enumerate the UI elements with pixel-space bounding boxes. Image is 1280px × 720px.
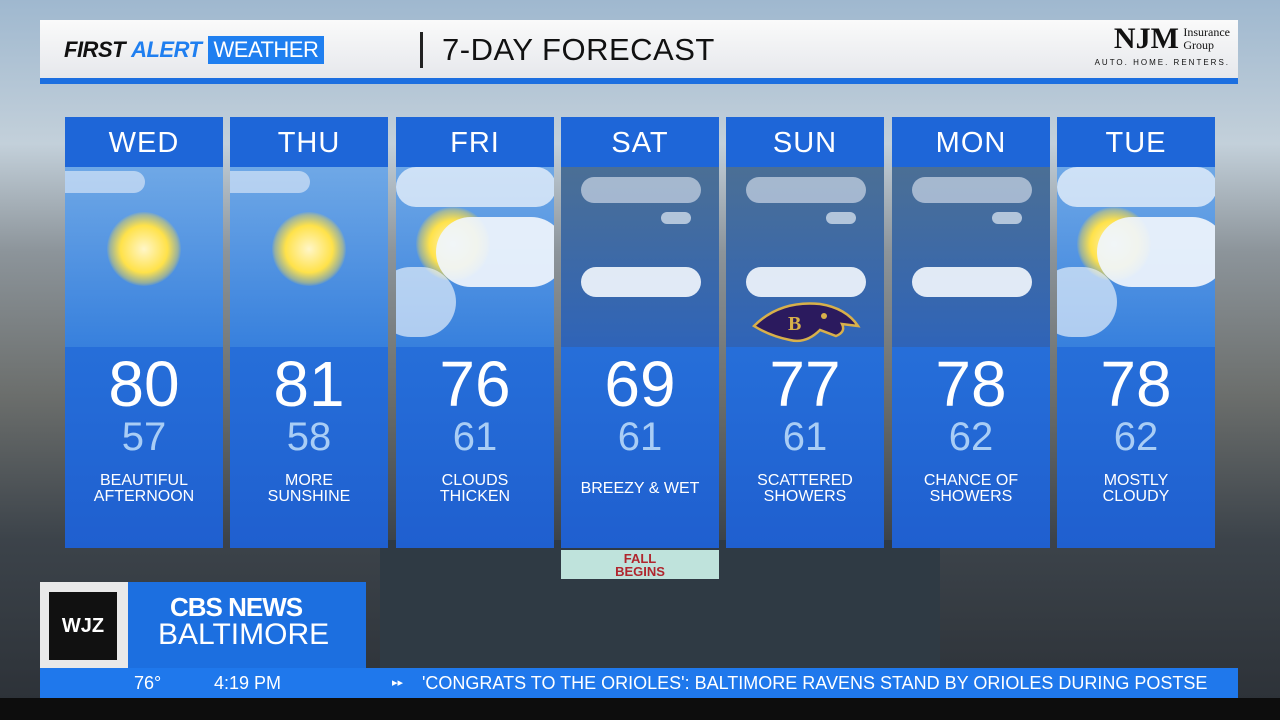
ticker-arrow-icon: ▸▸ xyxy=(392,677,404,689)
station-logo: WJZ CBS NEWS BALTIMORE xyxy=(40,582,366,668)
divider xyxy=(420,32,423,68)
description-text: CLOUDS THICKEN xyxy=(439,472,511,505)
fall-badge-line1: FALL xyxy=(623,551,657,566)
high-temp: 81 xyxy=(273,348,345,420)
partly-cloudy-icon xyxy=(396,167,554,347)
description-text: MOSTLY CLOUDY xyxy=(1102,472,1170,505)
sponsor-tagline: AUTO. HOME. RENTERS. xyxy=(1094,58,1230,67)
description-text: CHANCE OF SHOWERS xyxy=(923,472,1019,505)
cbs-news-text: CBS NEWS xyxy=(170,592,303,622)
sponsor-logo: NJM Insurance Group AUTO. HOME. RENTERS. xyxy=(1095,22,1230,67)
bottom-bar xyxy=(0,698,1280,720)
description-text: BREEZY & WET xyxy=(580,480,700,497)
day-label: WED xyxy=(65,117,223,167)
ticker-temperature: 76° xyxy=(134,673,162,693)
high-temp: 80 xyxy=(108,348,180,420)
ravens-logo: B xyxy=(752,302,861,343)
forecast-description: MORE SUNSHINE xyxy=(230,472,388,506)
brand-alert: ALERT xyxy=(131,37,202,62)
first-alert-weather-logo: FIRST ALERT WEATHER xyxy=(64,36,325,64)
rain-icon xyxy=(892,167,1050,347)
day-label: FRI xyxy=(396,117,554,167)
low-temp: 61 xyxy=(782,415,828,459)
brand-weather: WEATHER xyxy=(207,36,325,64)
rain-icon xyxy=(561,167,719,347)
fall-badge-line2: BEGINS xyxy=(615,564,665,579)
sponsor-sub1: Insurance xyxy=(1183,25,1230,39)
day-label: MON xyxy=(892,117,1050,167)
forecast-day-sat: SAT 69 61 BREEZY & WET xyxy=(561,117,719,548)
description-text: BEAUTIFUL AFTERNOON xyxy=(93,472,195,505)
high-temp: 69 xyxy=(604,348,676,420)
forecast-description: SCATTERED SHOWERS xyxy=(726,472,884,506)
sponsor-sub2: Group xyxy=(1183,38,1215,52)
fall-begins-badge: FALL BEGINS xyxy=(561,550,719,579)
forecast-day-fri: FRI 76 61 CLOUDS THICKEN xyxy=(396,117,554,548)
low-temp: 62 xyxy=(948,415,994,459)
low-temp: 62 xyxy=(1113,415,1159,459)
day-label: SUN xyxy=(726,117,884,167)
ticker-headline: 'CONGRATS TO THE ORIOLES': BALTIMORE RAV… xyxy=(422,673,1208,693)
high-temp: 77 xyxy=(769,348,841,420)
page-title: 7-DAY FORECAST xyxy=(442,32,715,67)
news-ticker: 76° 4:19 PM ▸▸ 'CONGRATS TO THE ORIOLES'… xyxy=(40,668,1238,698)
forecast-day-thu: THU 81 58 MORE SUNSHINE xyxy=(230,117,388,548)
low-temp: 61 xyxy=(617,415,663,459)
forecast-day-wed: WED 80 57 BEAUTIFUL AFTERNOON xyxy=(65,117,223,548)
forecast-description: MOSTLY CLOUDY xyxy=(1057,472,1215,506)
sunny-icon xyxy=(230,167,388,347)
brand-first: FIRST xyxy=(64,37,126,62)
sponsor-name: NJM xyxy=(1113,22,1179,55)
partly-cloudy-icon xyxy=(1057,167,1215,347)
wjz-logo: WJZ xyxy=(49,592,117,660)
header-bar: FIRST ALERT WEATHER 7-DAY FORECAST NJM I… xyxy=(40,20,1238,84)
forecast-day-mon: MON 78 62 CHANCE OF SHOWERS xyxy=(892,117,1050,548)
svg-text:B: B xyxy=(788,313,801,335)
low-temp: 58 xyxy=(286,415,332,459)
forecast-description: BREEZY & WET xyxy=(561,472,719,506)
sunny-icon xyxy=(65,167,223,347)
header-stripe xyxy=(40,78,1238,84)
low-temp: 57 xyxy=(121,415,167,459)
high-temp: 76 xyxy=(439,348,511,420)
day-label: SAT xyxy=(561,117,719,167)
forecast-description: CHANCE OF SHOWERS xyxy=(892,472,1050,506)
description-text: MORE SUNSHINE xyxy=(267,472,351,505)
day-label: THU xyxy=(230,117,388,167)
forecast-description: BEAUTIFUL AFTERNOON xyxy=(65,472,223,506)
ticker-time: 4:19 PM xyxy=(214,673,282,693)
day-label: TUE xyxy=(1057,117,1215,167)
forecast-day-tue: TUE 78 62 MOSTLY CLOUDY xyxy=(1057,117,1215,548)
high-temp: 78 xyxy=(1100,348,1172,420)
city-text: BALTIMORE xyxy=(158,618,330,651)
low-temp: 61 xyxy=(452,415,498,459)
forecast-description: CLOUDS THICKEN xyxy=(396,472,554,506)
description-text: SCATTERED SHOWERS xyxy=(757,472,853,505)
high-temp: 78 xyxy=(935,348,1007,420)
